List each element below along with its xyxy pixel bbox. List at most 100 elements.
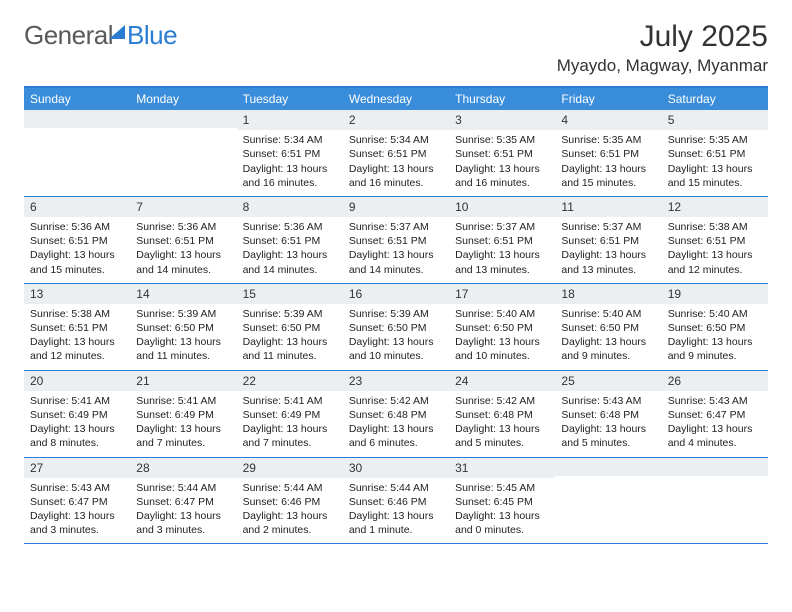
daylight-text: Daylight: 13 hours <box>243 248 337 262</box>
day-body: Sunrise: 5:36 AMSunset: 6:51 PMDaylight:… <box>130 217 236 283</box>
sunset-text: Sunset: 6:46 PM <box>349 495 443 509</box>
daylight-text: Daylight: 13 hours <box>349 509 443 523</box>
calendar-day-cell: 16Sunrise: 5:39 AMSunset: 6:50 PMDayligh… <box>343 283 449 370</box>
day-number: 17 <box>449 284 555 304</box>
day-number <box>130 110 236 128</box>
day-body: Sunrise: 5:43 AMSunset: 6:47 PMDaylight:… <box>24 478 130 544</box>
daylight-text: Daylight: 13 hours <box>561 422 655 436</box>
day-number: 30 <box>343 458 449 478</box>
day-body: Sunrise: 5:39 AMSunset: 6:50 PMDaylight:… <box>237 304 343 370</box>
day-number: 27 <box>24 458 130 478</box>
sunset-text: Sunset: 6:50 PM <box>561 321 655 335</box>
day-header: Friday <box>555 87 661 110</box>
brand-part2: Blue <box>127 20 177 51</box>
sunrise-text: Sunrise: 5:41 AM <box>136 394 230 408</box>
daylight-text: and 10 minutes. <box>455 349 549 363</box>
daylight-text: and 14 minutes. <box>349 263 443 277</box>
day-body: Sunrise: 5:41 AMSunset: 6:49 PMDaylight:… <box>24 391 130 457</box>
day-number: 9 <box>343 197 449 217</box>
sunrise-text: Sunrise: 5:39 AM <box>349 307 443 321</box>
day-header: Tuesday <box>237 87 343 110</box>
daylight-text: and 3 minutes. <box>30 523 124 537</box>
day-body <box>130 128 236 168</box>
daylight-text: Daylight: 13 hours <box>136 335 230 349</box>
day-number: 21 <box>130 371 236 391</box>
day-body <box>555 476 661 516</box>
daylight-text: Daylight: 13 hours <box>349 248 443 262</box>
day-body: Sunrise: 5:38 AMSunset: 6:51 PMDaylight:… <box>662 217 768 283</box>
daylight-text: and 7 minutes. <box>136 436 230 450</box>
day-number: 6 <box>24 197 130 217</box>
calendar-day-cell: 6Sunrise: 5:36 AMSunset: 6:51 PMDaylight… <box>24 196 130 283</box>
day-number: 26 <box>662 371 768 391</box>
daylight-text: and 11 minutes. <box>243 349 337 363</box>
calendar-day-cell <box>130 110 236 196</box>
day-body: Sunrise: 5:36 AMSunset: 6:51 PMDaylight:… <box>24 217 130 283</box>
daylight-text: and 8 minutes. <box>30 436 124 450</box>
daylight-text: and 9 minutes. <box>668 349 762 363</box>
sunrise-text: Sunrise: 5:39 AM <box>243 307 337 321</box>
sunrise-text: Sunrise: 5:45 AM <box>455 481 549 495</box>
calendar-week-row: 27Sunrise: 5:43 AMSunset: 6:47 PMDayligh… <box>24 457 768 544</box>
sunrise-text: Sunrise: 5:40 AM <box>561 307 655 321</box>
sunset-text: Sunset: 6:51 PM <box>349 234 443 248</box>
sunrise-text: Sunrise: 5:36 AM <box>30 220 124 234</box>
sunrise-text: Sunrise: 5:37 AM <box>455 220 549 234</box>
daylight-text: Daylight: 13 hours <box>561 335 655 349</box>
daylight-text: and 12 minutes. <box>30 349 124 363</box>
sunrise-text: Sunrise: 5:37 AM <box>349 220 443 234</box>
sunset-text: Sunset: 6:45 PM <box>455 495 549 509</box>
day-number: 5 <box>662 110 768 130</box>
calendar-day-cell: 19Sunrise: 5:40 AMSunset: 6:50 PMDayligh… <box>662 283 768 370</box>
day-number: 15 <box>237 284 343 304</box>
sunset-text: Sunset: 6:49 PM <box>136 408 230 422</box>
daylight-text: and 13 minutes. <box>455 263 549 277</box>
day-body: Sunrise: 5:38 AMSunset: 6:51 PMDaylight:… <box>24 304 130 370</box>
sunrise-text: Sunrise: 5:36 AM <box>136 220 230 234</box>
day-number: 24 <box>449 371 555 391</box>
day-number: 12 <box>662 197 768 217</box>
calendar-day-cell: 3Sunrise: 5:35 AMSunset: 6:51 PMDaylight… <box>449 110 555 196</box>
day-body: Sunrise: 5:43 AMSunset: 6:48 PMDaylight:… <box>555 391 661 457</box>
calendar-day-cell: 2Sunrise: 5:34 AMSunset: 6:51 PMDaylight… <box>343 110 449 196</box>
day-number: 14 <box>130 284 236 304</box>
day-body: Sunrise: 5:37 AMSunset: 6:51 PMDaylight:… <box>555 217 661 283</box>
day-body: Sunrise: 5:36 AMSunset: 6:51 PMDaylight:… <box>237 217 343 283</box>
brand-part1: General <box>24 20 113 51</box>
day-number: 16 <box>343 284 449 304</box>
day-body: Sunrise: 5:39 AMSunset: 6:50 PMDaylight:… <box>343 304 449 370</box>
day-body: Sunrise: 5:35 AMSunset: 6:51 PMDaylight:… <box>555 130 661 196</box>
daylight-text: and 15 minutes. <box>30 263 124 277</box>
day-body: Sunrise: 5:40 AMSunset: 6:50 PMDaylight:… <box>662 304 768 370</box>
calendar-day-cell: 13Sunrise: 5:38 AMSunset: 6:51 PMDayligh… <box>24 283 130 370</box>
day-body: Sunrise: 5:34 AMSunset: 6:51 PMDaylight:… <box>237 130 343 196</box>
calendar-day-cell <box>24 110 130 196</box>
calendar-header-row: SundayMondayTuesdayWednesdayThursdayFrid… <box>24 87 768 110</box>
sunrise-text: Sunrise: 5:40 AM <box>455 307 549 321</box>
daylight-text: Daylight: 13 hours <box>243 335 337 349</box>
daylight-text: and 4 minutes. <box>668 436 762 450</box>
day-body: Sunrise: 5:42 AMSunset: 6:48 PMDaylight:… <box>343 391 449 457</box>
location: Myaydo, Magway, Myanmar <box>557 56 768 76</box>
sunrise-text: Sunrise: 5:44 AM <box>243 481 337 495</box>
sunset-text: Sunset: 6:51 PM <box>30 321 124 335</box>
day-number: 1 <box>237 110 343 130</box>
day-body: Sunrise: 5:40 AMSunset: 6:50 PMDaylight:… <box>449 304 555 370</box>
daylight-text: Daylight: 13 hours <box>455 248 549 262</box>
daylight-text: and 3 minutes. <box>136 523 230 537</box>
sunrise-text: Sunrise: 5:38 AM <box>668 220 762 234</box>
day-body: Sunrise: 5:40 AMSunset: 6:50 PMDaylight:… <box>555 304 661 370</box>
daylight-text: Daylight: 13 hours <box>561 248 655 262</box>
daylight-text: Daylight: 13 hours <box>668 422 762 436</box>
daylight-text: Daylight: 13 hours <box>30 509 124 523</box>
day-number <box>555 458 661 476</box>
calendar-day-cell: 20Sunrise: 5:41 AMSunset: 6:49 PMDayligh… <box>24 370 130 457</box>
daylight-text: and 10 minutes. <box>349 349 443 363</box>
day-number: 13 <box>24 284 130 304</box>
day-number: 28 <box>130 458 236 478</box>
sunset-text: Sunset: 6:46 PM <box>243 495 337 509</box>
daylight-text: Daylight: 13 hours <box>455 335 549 349</box>
sunrise-text: Sunrise: 5:42 AM <box>455 394 549 408</box>
daylight-text: and 12 minutes. <box>668 263 762 277</box>
calendar-day-cell: 15Sunrise: 5:39 AMSunset: 6:50 PMDayligh… <box>237 283 343 370</box>
